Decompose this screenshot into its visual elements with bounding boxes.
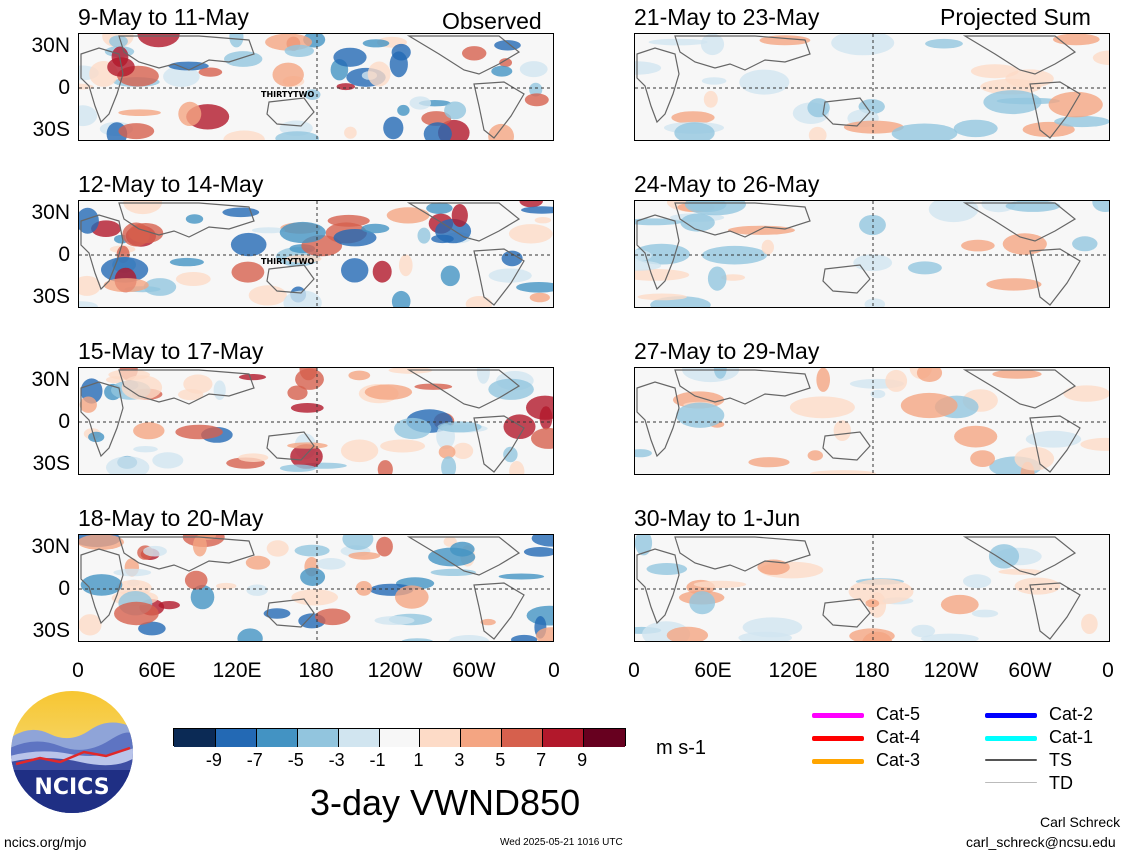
colorbar-tick-label: -5 [287, 750, 304, 770]
panel-title-left-2: 12-May to 14-May [78, 171, 264, 197]
lon-tick-label: 120E [212, 659, 262, 682]
ncics-logo: NCICS [10, 690, 134, 814]
lat-tick-label: 30N [31, 535, 70, 558]
lon-tick-label: 0 [1102, 659, 1114, 682]
legend-line [812, 713, 864, 718]
legend-label: Cat-2 [1049, 704, 1094, 724]
colorbar-swatch [419, 729, 462, 747]
colorbar-tick-label: 1 [413, 750, 424, 770]
panel-title-right-1: 21-May to 23-May [634, 4, 820, 30]
panel-title-left-4: 18-May to 20-May [78, 505, 264, 531]
lon-tick-label: 0 [72, 659, 84, 682]
map-panel-right-1 [634, 33, 1110, 141]
map-panel-left-1: THIRTYTWO [78, 33, 554, 141]
lat-tick-label: 0 [58, 410, 70, 433]
panel-title-left-3: 15-May to 17-May [78, 338, 264, 364]
lon-tick-label: 120W [923, 659, 979, 682]
colorbar-tick-label: 9 [577, 750, 588, 770]
colorbar [173, 728, 626, 747]
lon-tick-label: 0 [548, 659, 560, 682]
figure-title: 3-day VWND850 [310, 782, 581, 823]
panel-title-right-3: 27-May to 29-May [634, 338, 820, 364]
colorbar-swatch [583, 729, 625, 747]
colorbar-tick-label: 3 [454, 750, 465, 770]
legend-line [985, 736, 1037, 741]
colorbar-swatch [296, 729, 339, 747]
colorbar-tick-label: -7 [246, 750, 263, 770]
units-label: m s-1 [656, 737, 706, 759]
lon-axis: 0 60E 120E 180 120W 60W 0 0 60E 120E 180… [0, 660, 1135, 686]
legend-label: Cat-3 [876, 750, 921, 770]
map-panel-right-4 [634, 534, 1110, 642]
colorbar-swatch [378, 729, 421, 747]
map-panel-right-2 [634, 200, 1110, 308]
storm-label: THIRTYTWO [261, 257, 315, 266]
colorbar-swatch [337, 729, 380, 747]
map-panel-right-3 [634, 367, 1110, 475]
lat-tick-label: 30N [31, 201, 70, 224]
lat-tick-label: 30S [32, 619, 70, 642]
colorbar-swatch [255, 729, 298, 747]
lon-tick-label: 180 [298, 659, 334, 682]
lon-tick-label: 0 [628, 659, 640, 682]
lon-tick-label: 60E [694, 659, 732, 682]
legend-label: TS [1049, 750, 1073, 770]
lat-tick-label: 0 [58, 243, 70, 266]
author-email: carl_schreck@ncsu.edu [966, 834, 1116, 850]
colorbar-swatch [174, 729, 216, 747]
lat-tick-label: 30N [31, 368, 70, 391]
lon-tick-label: 60W [452, 659, 496, 682]
logo-text: NCICS [34, 775, 109, 800]
colorbar-swatch [542, 729, 585, 747]
observed-label: Observed [442, 8, 542, 34]
map-panel-left-3 [78, 367, 554, 475]
panel-title-left-1: 9-May to 11-May [78, 4, 249, 30]
lon-tick-label: 120W [367, 659, 423, 682]
lat-tick-label: 0 [58, 76, 70, 99]
colorbar-tick-label: -3 [328, 750, 345, 770]
legend-label: Cat-4 [876, 727, 921, 747]
legend-label: Cat-1 [1049, 727, 1094, 747]
colorbar-tick-label: -9 [205, 750, 222, 770]
colorbar-tick-label: -1 [369, 750, 386, 770]
legend-line [985, 782, 1037, 783]
colorbar-tick-label: 7 [536, 750, 547, 770]
map-panel-left-2: THIRTYTWO [78, 200, 554, 308]
colorbar-swatch [460, 729, 503, 747]
legend-line [985, 713, 1037, 718]
colorbar-swatch [501, 729, 544, 747]
legend-line [985, 759, 1037, 761]
legend-label: Cat-5 [876, 704, 921, 724]
timestamp: Wed 2025-05-21 1016 UTC [500, 837, 623, 848]
storm-label: THIRTYTWO [261, 90, 315, 99]
panel-title-right-4: 30-May to 1-Jun [634, 505, 801, 531]
lon-tick-label: 180 [854, 659, 890, 682]
author-name: Carl Schreck [1040, 814, 1121, 830]
legend-line [812, 736, 864, 741]
map-panel-left-4 [78, 534, 554, 642]
colorbar-swatch [214, 729, 257, 747]
footer-url: ncics.org/mjo [4, 834, 87, 850]
lon-tick-label: 60E [138, 659, 176, 682]
projected-sum-label: Projected Sum [940, 4, 1091, 30]
panel-title-right-2: 24-May to 26-May [634, 171, 820, 197]
legend-line [812, 759, 864, 764]
lat-tick-label: 30S [32, 285, 70, 308]
legend-label: TD [1049, 773, 1073, 793]
colorbar-tick-label: 5 [495, 750, 506, 770]
lon-tick-label: 120E [768, 659, 818, 682]
lat-tick-label: 30N [31, 34, 70, 57]
lon-tick-label: 60W [1008, 659, 1052, 682]
lat-tick-label: 0 [58, 577, 70, 600]
lat-tick-label: 30S [32, 118, 70, 141]
lat-tick-label: 30S [32, 452, 70, 475]
